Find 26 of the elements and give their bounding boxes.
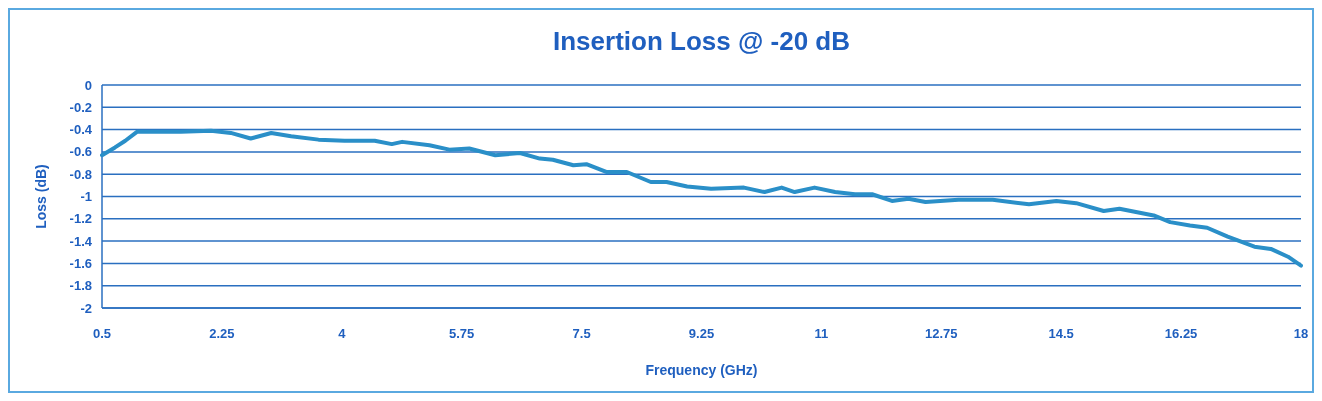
x-tick-label: 4 (338, 326, 347, 341)
chart-title: Insertion Loss @ -20 dB (553, 26, 850, 56)
y-tick-label: -1 (80, 189, 92, 205)
x-tick-label: 11 (814, 326, 829, 341)
line-series (100, 128, 1303, 268)
y-tick-label: -2 (80, 300, 92, 316)
x-tick-label: 16.25 (1164, 326, 1198, 341)
x-tick-label: 14.5 (1048, 326, 1074, 341)
y-tick-label: -1.4 (69, 233, 93, 249)
y-tick-label: -1.2 (69, 211, 92, 227)
y-axis-title: Loss (dB) (33, 164, 49, 229)
x-tick-label: 18 (1293, 326, 1309, 341)
x-tick-label: 12.75 (925, 326, 958, 341)
y-tick-label: -1.8 (69, 278, 92, 294)
y-tick-label: -0.6 (69, 144, 92, 160)
x-tick-label: 0.5 (92, 326, 112, 341)
y-tick-label: -0.4 (69, 122, 93, 138)
x-tick-label: 7.5 (572, 326, 591, 341)
x-tick-label: 2.25 (209, 326, 235, 341)
y-tick-label: -1.6 (69, 255, 92, 271)
x-tick-label: 9.25 (688, 326, 715, 341)
x-axis-title: Frequency (GHz) (645, 362, 758, 378)
x-tick-label: 5.75 (449, 326, 475, 341)
y-tick-label: -0.8 (69, 166, 92, 182)
y-tick-label: -0.2 (69, 99, 92, 115)
y-tick-label: 0 (84, 77, 92, 93)
